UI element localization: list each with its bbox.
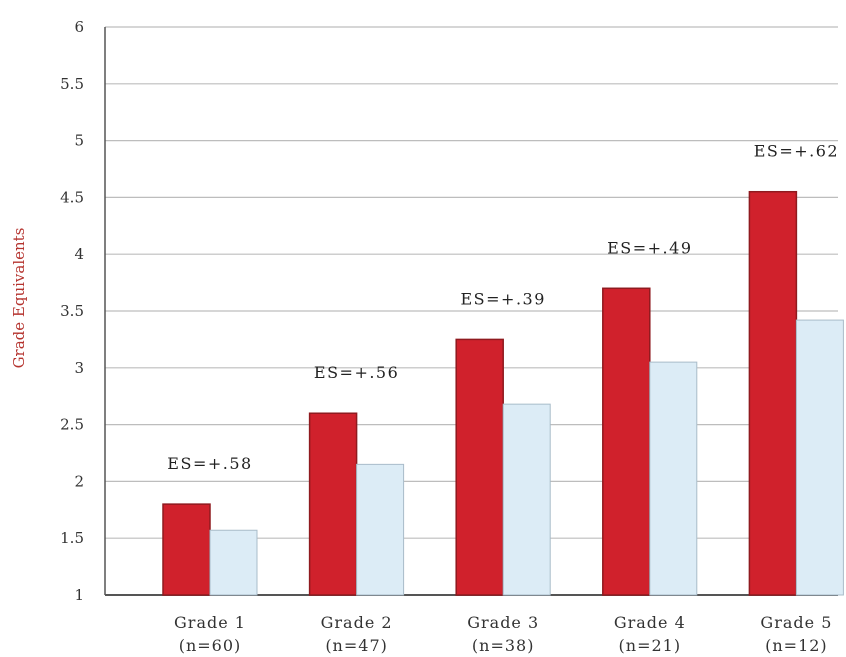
category-sample-size: (n=47)	[325, 636, 388, 655]
bar-series-1	[162, 503, 211, 596]
x-category-labels: Grade 1 (n=60) Grade 2 (n=47) Grade 3 (n=38) G…	[174, 613, 832, 655]
category-label: Grade 3	[467, 613, 539, 632]
y-tick-label: 5	[74, 132, 84, 150]
bars	[162, 190, 844, 596]
bar-series-2	[649, 361, 698, 596]
y-tick-labels: 1 1.5 2 2.5 3 3.5 4 4.5 5 5.5 6	[60, 18, 84, 604]
effect-size-label: ES=+.58	[167, 454, 252, 473]
y-tick-label: 4.5	[60, 188, 84, 206]
bar-series-2	[209, 529, 258, 596]
y-tick-label: 2	[74, 472, 84, 490]
bar-series-2	[502, 403, 551, 596]
y-tick-label: 4	[74, 245, 84, 263]
category-label: Grade 4	[614, 613, 686, 632]
y-tick-label: 3	[74, 359, 84, 377]
y-tick-label: 1.5	[60, 529, 84, 547]
category-sample-size: (n=38)	[472, 636, 535, 655]
category-sample-size: (n=12)	[765, 636, 828, 655]
bar-series-2	[356, 463, 405, 596]
effect-size-label: ES=+.49	[607, 238, 692, 257]
y-tick-label: 6	[74, 18, 84, 36]
category-sample-size: (n=21)	[619, 636, 682, 655]
y-tick-label: 3.5	[60, 302, 84, 320]
effect-size-label: ES=+.39	[460, 289, 545, 308]
category-sample-size: (n=60)	[179, 636, 242, 655]
bar-series-1	[602, 287, 651, 596]
category-label: Grade 2	[321, 613, 393, 632]
bar-series-1	[308, 412, 358, 596]
effect-size-label: ES=+.62	[754, 142, 839, 161]
y-tick-label: 1	[74, 586, 84, 604]
effect-size-annotations: ES=+.58 ES=+.56 ES=+.39 ES=+.49 ES=+.62	[167, 142, 839, 473]
bar-series-2	[795, 319, 844, 596]
effect-size-label: ES=+.56	[314, 363, 399, 382]
category-label: Grade 1	[174, 613, 246, 632]
bar-series-1	[455, 338, 504, 596]
y-axis-label: Grade Equivalents	[10, 228, 28, 369]
y-tick-label: 2.5	[60, 416, 84, 434]
y-tick-label: 5.5	[60, 75, 84, 93]
bar-series-1	[748, 190, 798, 596]
category-label: Grade 5	[760, 613, 832, 632]
